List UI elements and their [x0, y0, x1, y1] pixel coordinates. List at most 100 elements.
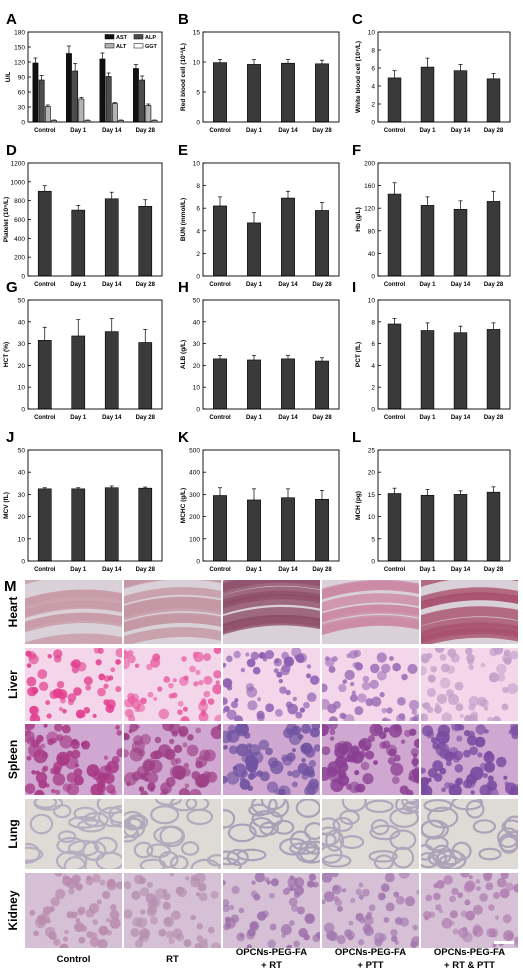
cell-nucleus: [258, 653, 264, 659]
cell-nucleus: [177, 700, 184, 707]
y-tick-label: 2: [196, 251, 200, 258]
cell-nucleus: [412, 757, 419, 764]
cell-nucleus: [439, 653, 447, 661]
cell-nucleus: [46, 713, 52, 719]
cell-nucleus: [43, 724, 48, 728]
histology-image-heart-2: [124, 580, 221, 644]
cell-nucleus: [362, 888, 370, 897]
cell-nucleus: [25, 730, 35, 743]
x-tick-label: Control: [34, 282, 56, 288]
cell-nucleus: [59, 943, 69, 948]
y-tick-label: 1000: [11, 179, 26, 186]
alveolus: [223, 857, 242, 869]
muscle-fiber: [421, 592, 518, 610]
bar: [213, 205, 227, 277]
cell-nucleus: [363, 926, 374, 937]
alveolus: [339, 835, 365, 849]
cell-nucleus: [127, 650, 134, 657]
y-tick-label: 80: [368, 228, 376, 235]
cell-nucleus: [492, 716, 501, 721]
x-tick-label: Day 14: [278, 567, 298, 573]
column-label-line2: + PTT: [357, 960, 383, 971]
cell-nucleus: [395, 895, 405, 905]
cell-nucleus: [412, 753, 418, 758]
cell-nucleus: [203, 675, 213, 685]
cell-nucleus: [400, 739, 406, 744]
cell-nucleus: [301, 772, 309, 780]
row-label: Liver: [6, 670, 20, 699]
cell-nucleus: [373, 760, 378, 765]
cell-nucleus: [449, 910, 458, 919]
cell-nucleus: [243, 732, 251, 739]
cell-nucleus: [83, 707, 91, 714]
alveolus: [304, 822, 320, 841]
cell-nucleus: [261, 910, 269, 918]
alveolus: [499, 835, 518, 854]
cell-nucleus: [54, 873, 63, 877]
cell-nucleus: [487, 775, 494, 782]
cell-nucleus: [445, 760, 452, 767]
tissue-texture: [25, 580, 122, 644]
cell-nucleus: [468, 664, 474, 670]
cell-nucleus: [236, 743, 249, 757]
cell-nucleus: [198, 892, 208, 902]
x-tick-label: Day 1: [419, 282, 436, 288]
cell-nucleus: [486, 928, 496, 938]
y-tick-label: 15: [193, 30, 201, 37]
bar: [38, 79, 45, 123]
cell-nucleus: [53, 938, 61, 946]
cell-nucleus: [383, 917, 390, 923]
bar: [486, 78, 501, 123]
y-tick-label: 0: [196, 274, 200, 281]
x-tick-label: Day 28: [484, 128, 504, 134]
cell-nucleus: [103, 755, 109, 760]
chart-panel-j: J 0 10 20 30 40 50 MCV (fL) Control Day 1 Day 14 Da…: [3, 429, 163, 573]
cell-nucleus: [92, 770, 103, 781]
x-tick-label: Day 1: [419, 128, 436, 134]
cell-nucleus: [433, 883, 439, 889]
cell-nucleus: [93, 648, 101, 654]
cell-nucleus: [154, 736, 162, 744]
tissue-texture: [223, 724, 320, 795]
y-tick-label: 0: [21, 274, 25, 281]
cell-nucleus: [85, 684, 92, 691]
cell-nucleus: [36, 914, 48, 925]
cell-nucleus: [103, 675, 111, 682]
alveolus: [421, 852, 440, 869]
cell-nucleus: [169, 873, 174, 877]
cell-nucleus: [472, 904, 483, 915]
alveolus: [133, 841, 154, 859]
cell-nucleus: [483, 873, 492, 882]
x-tick-label: Day 1: [246, 128, 263, 134]
cell-nucleus: [197, 882, 207, 892]
muscle-fiber: [218, 561, 325, 572]
cell-nucleus: [31, 713, 37, 719]
bar: [213, 495, 227, 562]
y-tick-label: 600: [14, 217, 25, 224]
y-tick-label: 0: [371, 559, 375, 566]
bar: [420, 330, 435, 410]
bar: [315, 360, 329, 410]
tissue-texture: [25, 724, 122, 795]
bar: [37, 488, 52, 562]
cell-nucleus: [158, 928, 167, 937]
cell-nucleus: [500, 873, 509, 880]
alveolus: [25, 842, 41, 864]
column-label-line2: + RT & PTT: [444, 960, 495, 971]
y-tick-label: 8: [371, 319, 375, 326]
cell-nucleus: [413, 776, 419, 783]
cell-nucleus: [280, 924, 292, 936]
y-tick-label: 6: [196, 206, 200, 213]
muscle-fiber: [322, 593, 419, 612]
cell-nucleus: [343, 714, 355, 721]
alveolus: [53, 804, 72, 819]
plot-frame: [202, 299, 340, 410]
cell-nucleus: [71, 659, 81, 669]
cell-nucleus: [462, 932, 473, 943]
x-tick-label: Day 14: [278, 128, 298, 134]
cell-nucleus: [398, 873, 410, 879]
cell-nucleus: [385, 902, 395, 912]
cell-nucleus: [322, 873, 333, 883]
cell-nucleus: [346, 653, 352, 659]
y-tick-label: 2: [371, 385, 375, 392]
